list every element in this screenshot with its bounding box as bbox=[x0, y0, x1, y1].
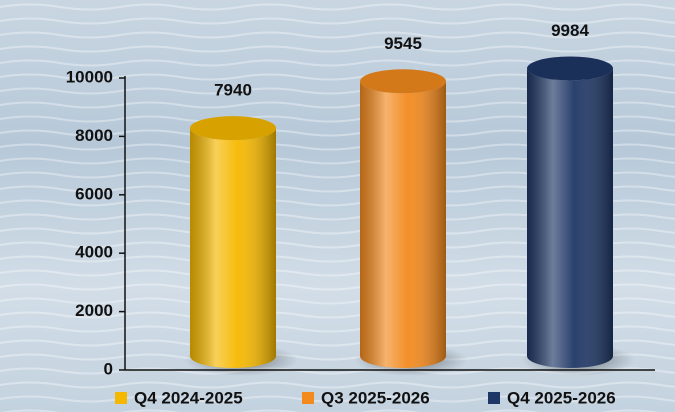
y-tick-label: 10000 bbox=[66, 67, 113, 86]
y-tick-label: 8000 bbox=[75, 126, 113, 145]
page: 0 2000 4000 6000 8000 10000 7940 9545 9984 Q4 202… bbox=[0, 0, 675, 412]
data-label: 9984 bbox=[551, 21, 589, 40]
bar-top-shading bbox=[360, 69, 446, 93]
y-tick-label: 6000 bbox=[75, 184, 113, 203]
y-tick-label: 2000 bbox=[75, 301, 113, 320]
bar-top-shading bbox=[190, 116, 276, 140]
bar-shading bbox=[190, 128, 276, 368]
legend-label: Q3 2025-2026 bbox=[321, 388, 430, 407]
legend-swatch bbox=[115, 392, 127, 404]
bar-shading bbox=[360, 81, 446, 368]
legend-label: Q4 2024-2025 bbox=[134, 388, 243, 407]
legend-swatch bbox=[302, 392, 314, 404]
bar-shading bbox=[527, 68, 613, 368]
data-label: 9545 bbox=[384, 34, 422, 53]
legend-label: Q4 2025-2026 bbox=[507, 388, 616, 407]
bar-top-shading bbox=[527, 56, 613, 80]
chart: 0 2000 4000 6000 8000 10000 7940 9545 9984 Q4 202… bbox=[0, 0, 675, 412]
y-tick-label: 4000 bbox=[75, 243, 113, 262]
y-tick-label: 0 bbox=[104, 359, 113, 378]
data-label: 7940 bbox=[214, 81, 252, 100]
legend-swatch bbox=[488, 392, 500, 404]
